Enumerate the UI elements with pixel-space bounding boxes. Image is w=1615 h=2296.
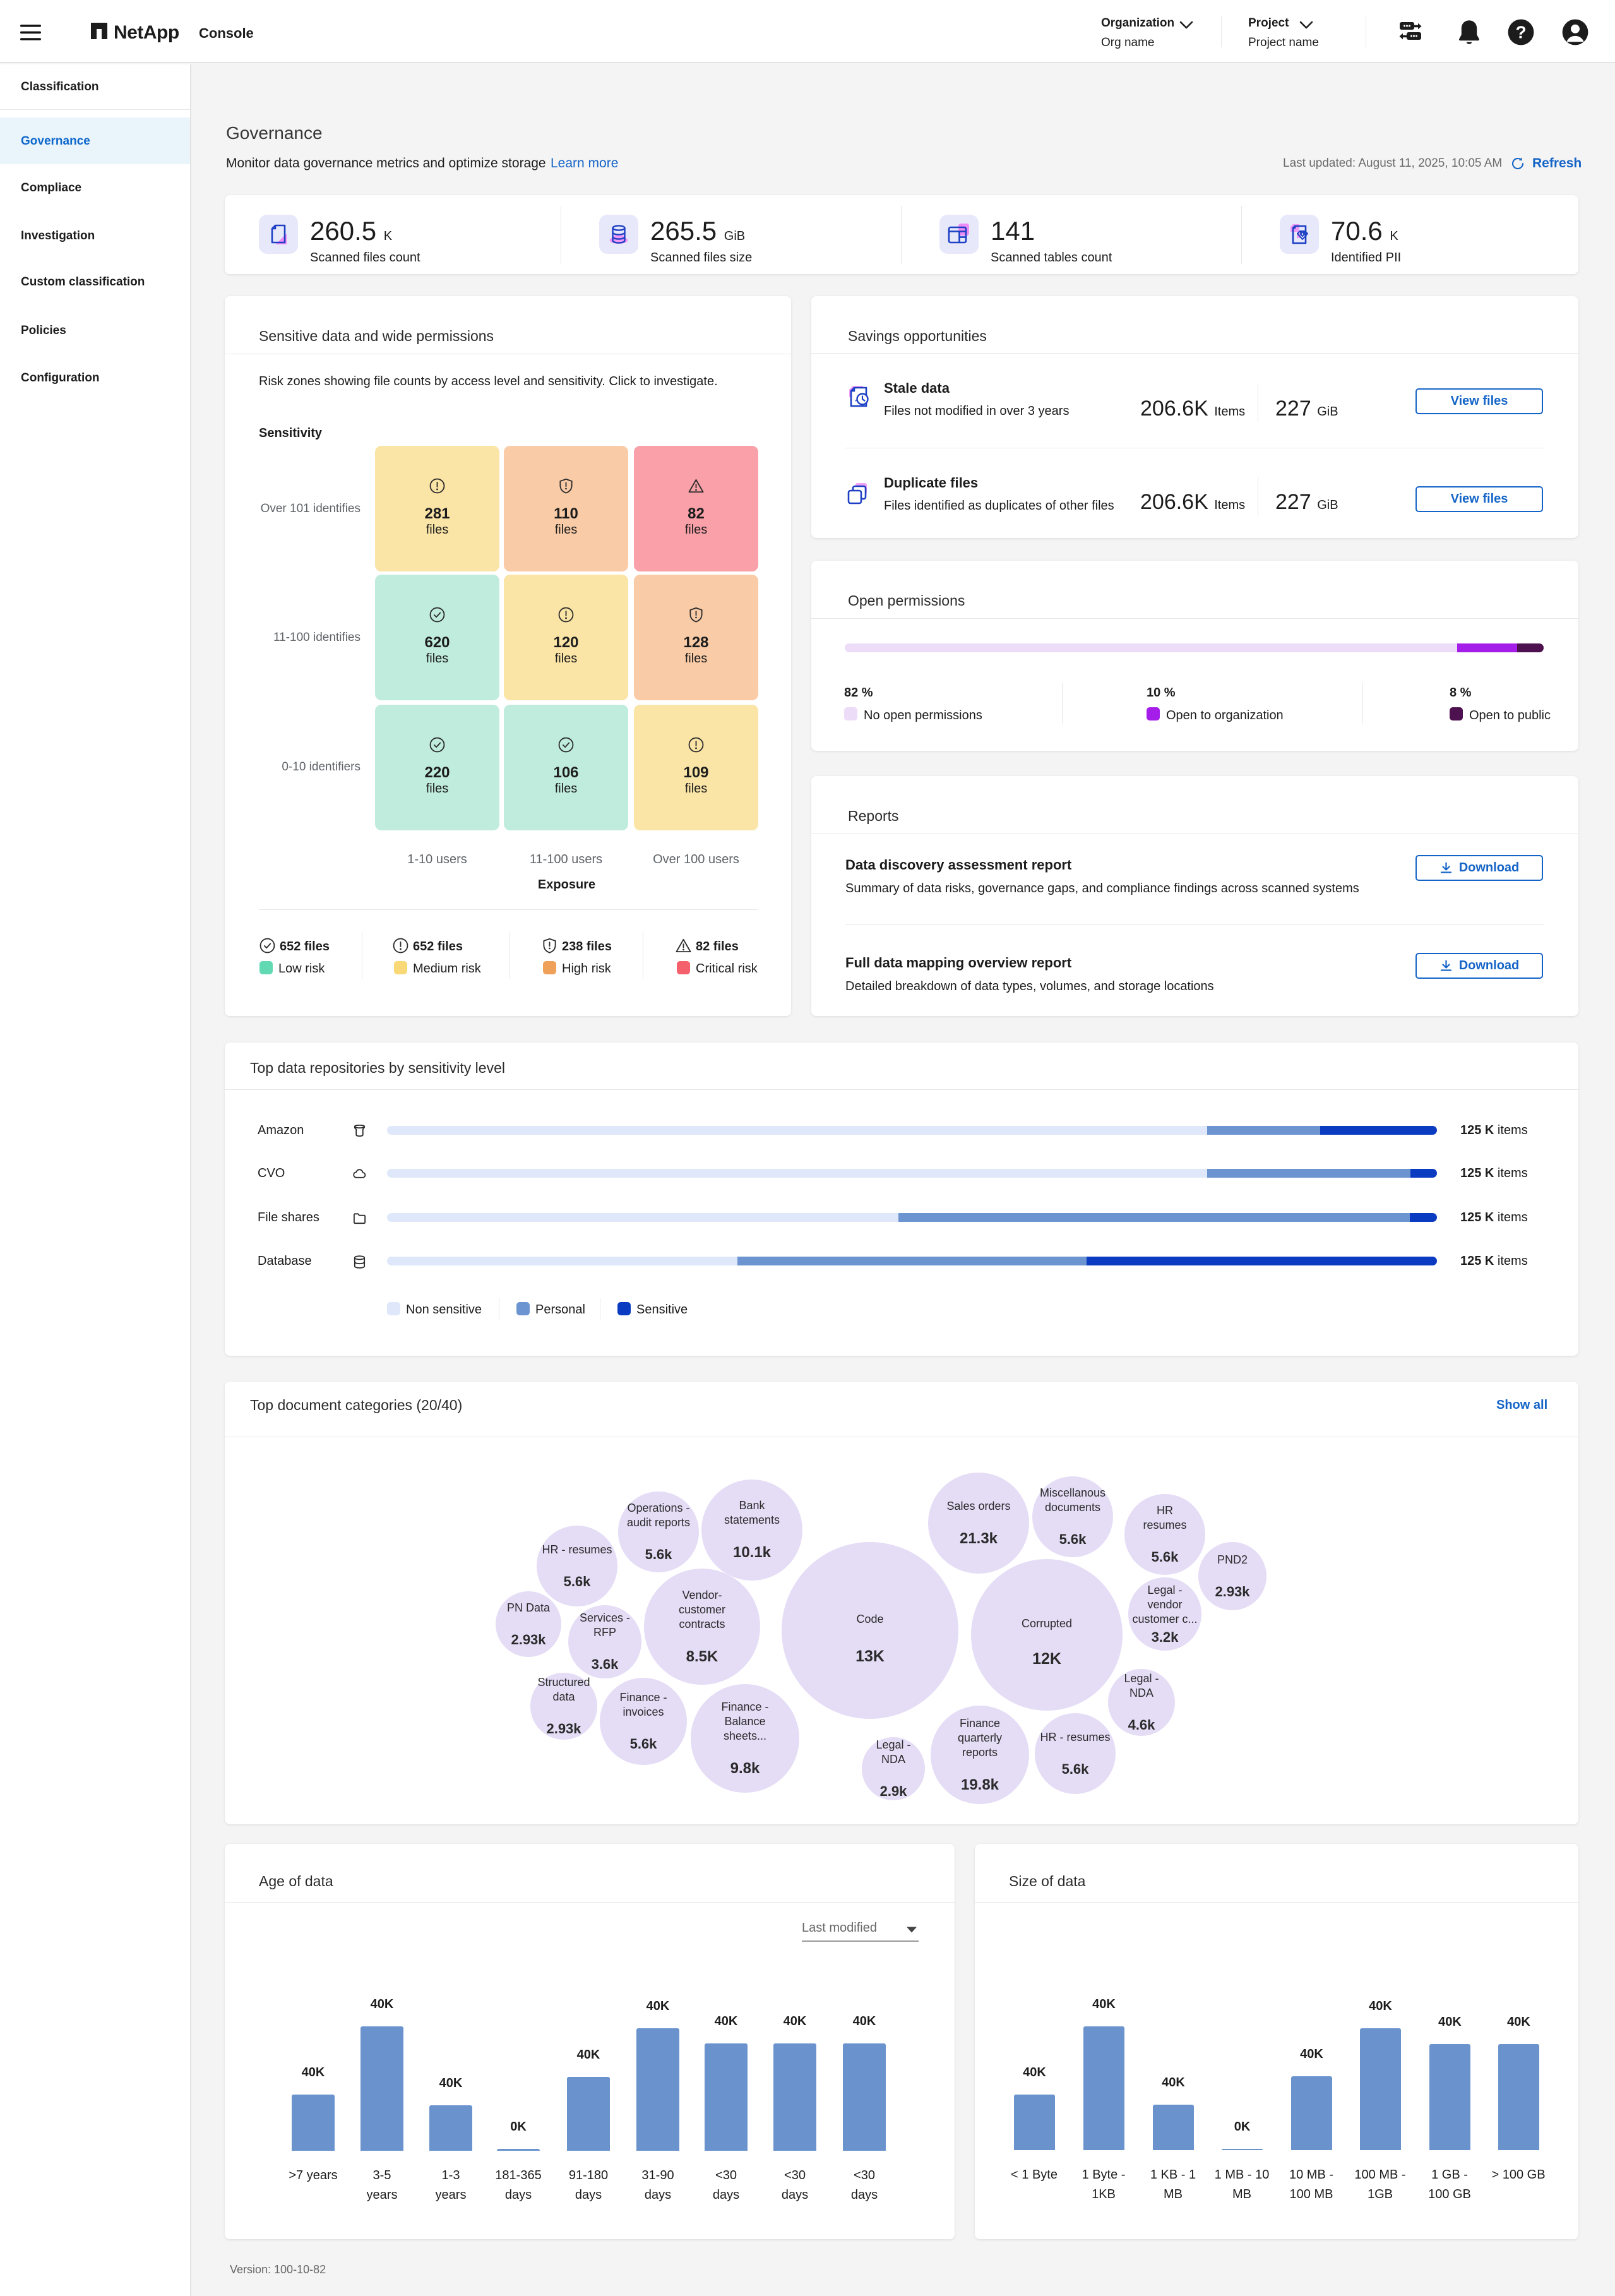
svg-text:?: ? bbox=[1515, 23, 1526, 42]
